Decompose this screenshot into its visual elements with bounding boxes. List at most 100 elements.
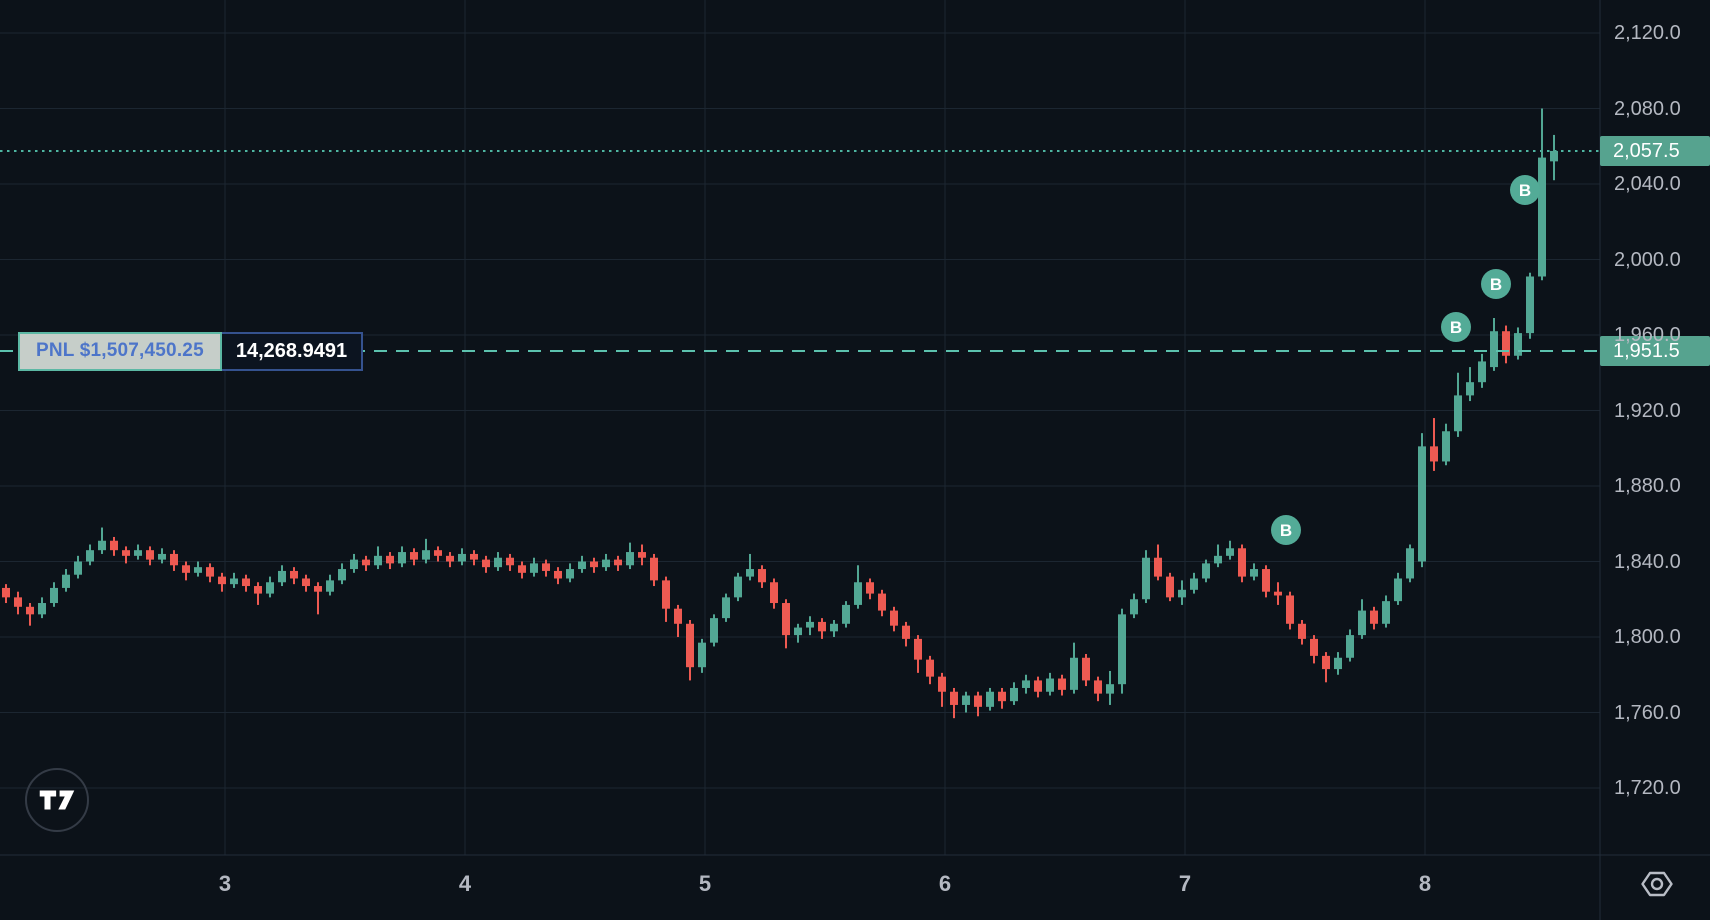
candle-body (758, 569, 766, 583)
candle-body (734, 576, 742, 598)
candle-body (530, 563, 538, 573)
candle-body (1238, 548, 1246, 577)
candle-body (1418, 446, 1426, 562)
candle-body (1310, 638, 1318, 656)
candle-body (482, 559, 490, 568)
price-tick-label: 1,880.0 (1614, 475, 1681, 497)
candle-body (1406, 548, 1414, 579)
candle-body (1010, 687, 1018, 702)
candle-body (1550, 150, 1558, 162)
candle-body (806, 621, 814, 628)
candle-body (1130, 599, 1138, 615)
candle-body (230, 578, 238, 585)
candle-body (362, 559, 370, 566)
candle-body (1334, 657, 1342, 670)
candle-body (1022, 680, 1030, 688)
candle-body (1034, 680, 1042, 692)
candle-body (1346, 635, 1354, 658)
candle-body (1526, 276, 1534, 334)
candle-body (986, 691, 994, 707)
candle-wick (257, 582, 259, 605)
time-tick-label: 8 (1418, 871, 1432, 896)
candle-body (1454, 395, 1462, 432)
candle-body (506, 557, 514, 566)
candle-body (266, 582, 274, 594)
candle-body (1046, 678, 1054, 692)
candle-body (698, 642, 706, 668)
candle-body (242, 578, 250, 587)
gear-hexagon-icon (1641, 871, 1673, 897)
candle-body (866, 582, 874, 594)
buy-marker[interactable]: B (1441, 312, 1471, 342)
candle-body (1298, 623, 1306, 639)
candle-body (890, 610, 898, 626)
time-tick-label: 3 (218, 871, 232, 896)
candle-body (650, 557, 658, 581)
buy-marker[interactable]: B (1510, 175, 1540, 205)
candle-body (542, 563, 550, 571)
candle-body (38, 603, 46, 615)
pnl-position-tool[interactable]: PNL $1,507,450.25 14,268.9491 (18, 331, 364, 371)
candle-wick (317, 582, 319, 615)
time-axis[interactable]: 3 4 5 6 7 8 (0, 855, 1710, 920)
candle-body (686, 623, 694, 668)
axis-settings-button[interactable] (1639, 866, 1675, 902)
time-tick-label: 5 (698, 871, 712, 896)
candle-body (710, 618, 718, 643)
candle-body (1118, 614, 1126, 685)
candle-body (914, 638, 922, 660)
candle-body (1358, 610, 1366, 636)
candle-body (1394, 578, 1402, 602)
candle-body (794, 627, 802, 636)
candle-body (626, 552, 634, 566)
candle-body (1274, 591, 1282, 596)
candle-body (614, 559, 622, 566)
candle-body (134, 550, 142, 556)
tradingview-logo-icon (39, 790, 75, 810)
candle-body (1190, 578, 1198, 590)
candle-body (722, 597, 730, 619)
candle-body (374, 555, 382, 566)
price-tick-label: 1,800.0 (1614, 626, 1681, 648)
position-size-label: 14,268.9491 (221, 331, 364, 371)
candle-body (422, 550, 430, 560)
candle-wick (1433, 418, 1435, 471)
candle-body (662, 580, 670, 609)
price-axis[interactable]: 2,057.5 1,951.5 2,120.0 2,080.0 2,040.0 2,0… (1600, 0, 1710, 855)
price-tick-label: 2,000.0 (1614, 248, 1681, 271)
candle-body (494, 557, 502, 568)
candle-body (410, 552, 418, 560)
candle-body (938, 676, 946, 692)
buy-marker[interactable]: B (1271, 515, 1301, 545)
candle-body (122, 550, 130, 556)
buy-marker[interactable]: B (1481, 269, 1511, 299)
candle-body (458, 553, 466, 562)
candle-body (1250, 569, 1258, 577)
candle-body (1322, 655, 1330, 670)
price-tick-label: 2,040.0 (1614, 173, 1681, 195)
candle-body (1478, 361, 1486, 383)
tradingview-logo[interactable] (25, 768, 89, 832)
price-tick-label: 1,920.0 (1614, 399, 1681, 422)
candle-body (1094, 680, 1102, 694)
price-tick-label: 1,720.0 (1614, 777, 1681, 799)
candle-body (350, 559, 358, 570)
candle-wick (29, 603, 31, 626)
candle-body (218, 576, 226, 585)
candle-body (158, 553, 166, 560)
candle-wick (749, 553, 751, 581)
price-tick-label: 1,960.0 (1614, 324, 1681, 346)
candle-body (470, 553, 478, 560)
candle-body (434, 550, 442, 556)
candle-body (902, 625, 910, 639)
candle-body (398, 552, 406, 564)
price-tick-label: 1,840.0 (1614, 550, 1681, 573)
candle-body (590, 561, 598, 568)
price-tick-label: 2,080.0 (1614, 97, 1681, 120)
candle-body (86, 550, 94, 562)
candle-body (1502, 331, 1510, 356)
pnl-price-tag: 1,951.5 (1600, 336, 1710, 367)
candle-body (278, 570, 286, 583)
